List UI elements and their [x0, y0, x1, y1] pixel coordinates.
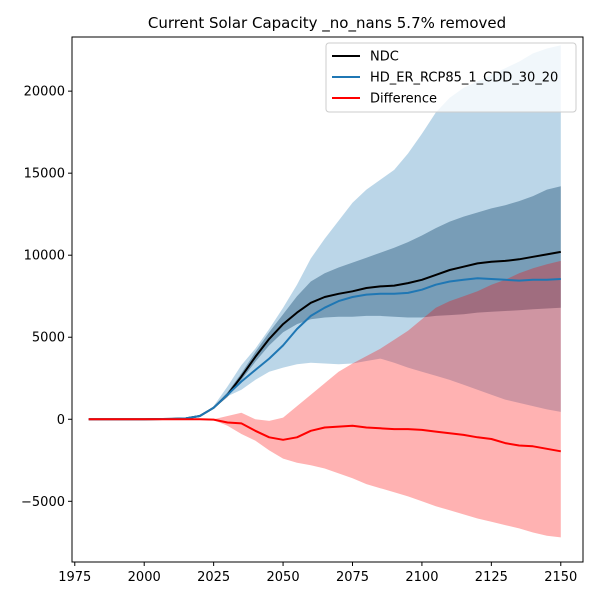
- legend-label: Difference: [370, 92, 437, 107]
- y-tick-label: 15000: [24, 167, 65, 182]
- x-tick-label: 2050: [267, 570, 300, 585]
- y-tick-label: 10000: [24, 249, 65, 264]
- legend-label: NDC: [370, 50, 399, 65]
- legend-box: [325, 42, 577, 113]
- band-difference: [88, 260, 561, 538]
- x-tick-label: 1975: [58, 570, 91, 585]
- line-difference: [88, 418, 561, 453]
- x-tick-label: 2000: [128, 570, 161, 585]
- y-tick-label: 20000: [24, 85, 65, 100]
- band-ndc: [88, 186, 561, 420]
- axes: 1975 2000 2025 2050 2075 2100 2125 2150 −5000 0 50…: [21, 36, 584, 585]
- legend-label: HD_ER_RCP85_1_CDD_30_20: [370, 71, 558, 86]
- x-tick-label: 2100: [405, 570, 438, 585]
- y-tick-label: 5000: [32, 331, 65, 346]
- band-hd-er-rcp85-1-cdd-30-20: [88, 45, 561, 420]
- x-tick-label: 2125: [475, 570, 508, 585]
- x-tick-label: 2075: [336, 570, 369, 585]
- y-tick-label: 0: [57, 413, 65, 428]
- line-hd-er-rcp85-1-cdd-30-20: [88, 277, 561, 421]
- chart-title: Current Solar Capacity _no_nans 5.7% rem…: [148, 14, 506, 33]
- x-tick-label: 2150: [544, 570, 577, 585]
- plot-area: [88, 45, 561, 538]
- y-tick-label: −5000: [21, 495, 65, 510]
- x-tick-label: 2025: [197, 570, 230, 585]
- legend: NDC HD_ER_RCP85_1_CDD_30_20 Difference: [325, 42, 577, 113]
- axes-frame: [71, 36, 584, 563]
